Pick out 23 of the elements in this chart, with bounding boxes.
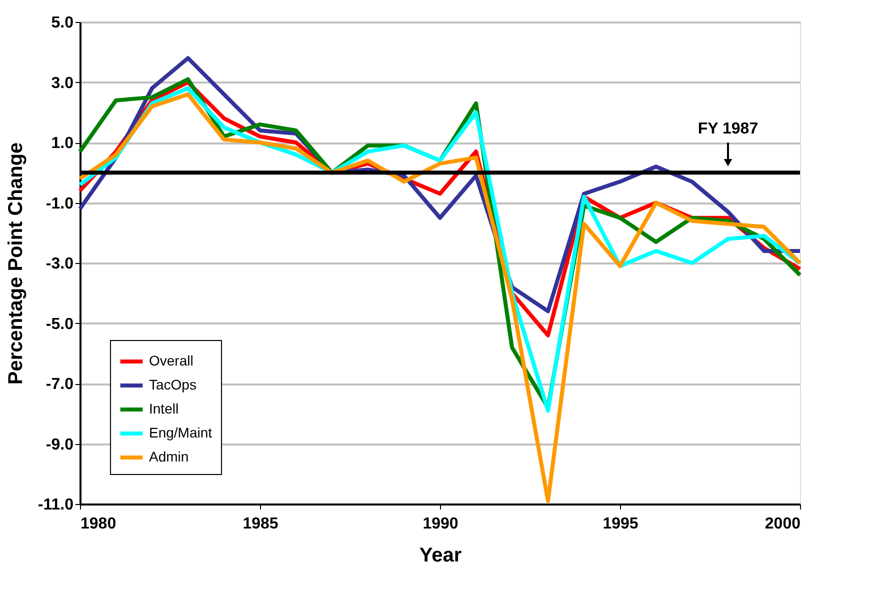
x-tick-label: 1980 <box>80 516 116 532</box>
x-tick-label: 1995 <box>602 516 638 532</box>
y-tick-label: -11.0 <box>38 496 74 514</box>
y-tick-label: 3.0 <box>51 74 74 92</box>
legend-label: Intell <box>149 400 179 416</box>
y-tick-label: 5.0 <box>51 14 74 32</box>
x-tick-label: 2000 <box>764 516 801 532</box>
y-tick-label: -1.0 <box>46 195 74 212</box>
legend-label: Admin <box>149 448 189 464</box>
y-tick-label: -5.0 <box>46 316 74 333</box>
y-tick-label: 1.0 <box>51 135 74 152</box>
legend-label: Overall <box>149 352 194 368</box>
x-axis-title: Year <box>419 544 462 566</box>
y-tick-label: -9.0 <box>46 436 74 454</box>
annotation: FY 1987 <box>698 120 758 138</box>
x-tick-label: 1985 <box>242 516 278 532</box>
y-tick-label: -7.0 <box>46 376 74 393</box>
y-axis-title: Percentage Point Change <box>4 142 27 385</box>
legend-label: TacOps <box>149 376 196 392</box>
y-tick-label: -3.0 <box>46 256 74 272</box>
line-series <box>78 92 802 503</box>
legend-label: Eng/Maint <box>149 424 212 440</box>
x-tick-label: 1990 <box>422 516 458 532</box>
